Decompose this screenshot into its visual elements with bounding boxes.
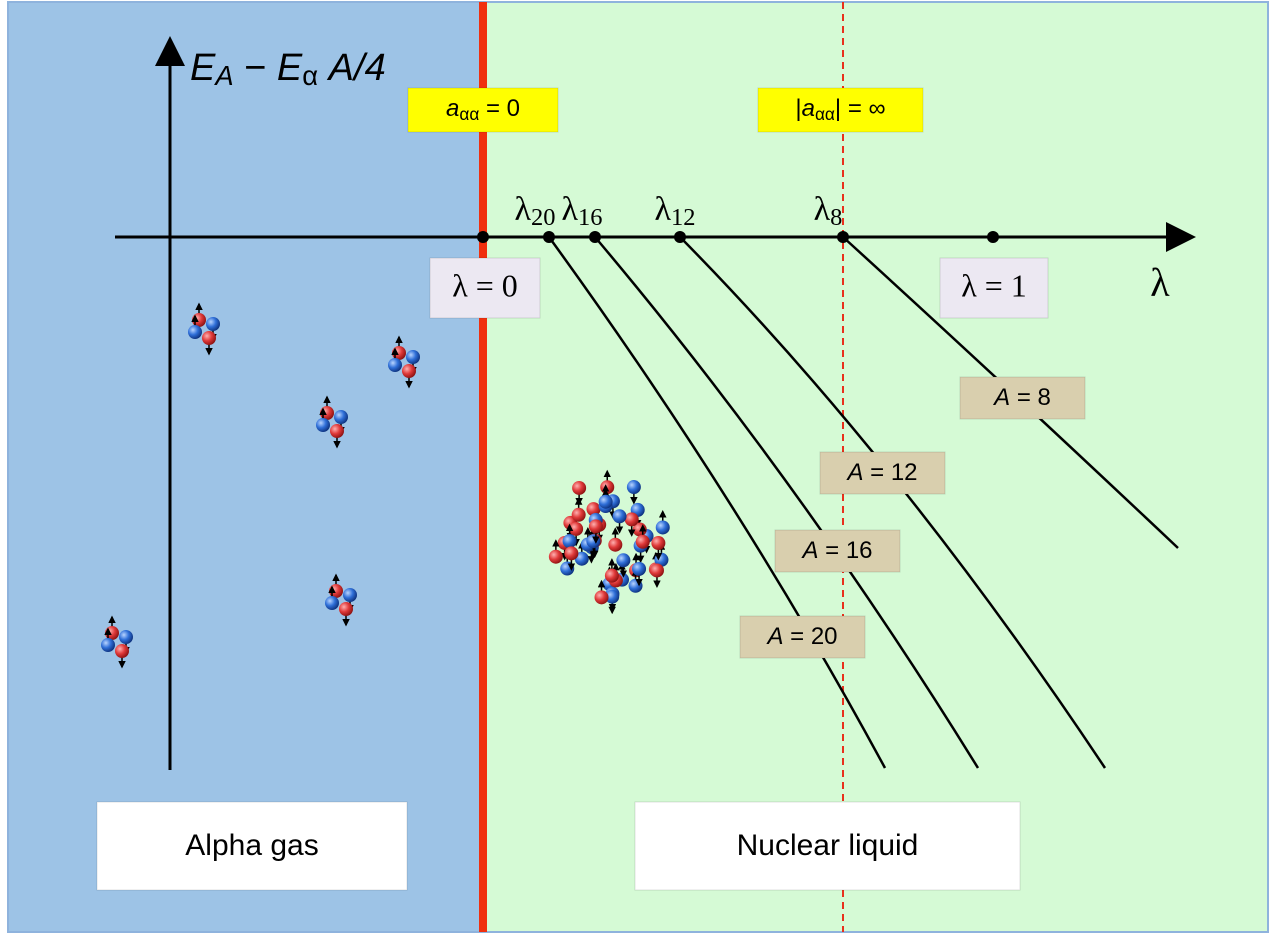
dot [477, 231, 489, 243]
nucleon [388, 358, 402, 372]
text-segment: α [302, 60, 318, 91]
nucleon [586, 534, 600, 548]
text-segment: a [802, 95, 815, 122]
nucleon [320, 406, 334, 420]
curve-label: A = 8 [992, 384, 1051, 411]
nucleon [629, 579, 643, 593]
dot [589, 231, 601, 243]
text-segment: λ [562, 191, 579, 228]
nucleon [343, 588, 357, 602]
text-segment: A [213, 60, 233, 91]
marker-label: aαα = 0 [446, 95, 520, 123]
nucleon [589, 519, 603, 533]
nucleon [192, 313, 206, 327]
nucleon [605, 569, 619, 583]
nucleon [616, 553, 630, 567]
nucleon [572, 508, 586, 522]
text-segment: 20 [531, 204, 555, 231]
text-segment: E [190, 47, 216, 89]
text-segment: = 0 [479, 95, 520, 122]
nucleon [613, 509, 627, 523]
text-segment: − [234, 47, 277, 89]
curve-label: A = 16 [800, 537, 872, 564]
nucleon [632, 562, 646, 576]
curve-label: A = 20 [765, 623, 837, 650]
lambda-label: λ = 0 [452, 267, 518, 303]
nucleon [339, 602, 353, 616]
x-axis-label: λ [1150, 260, 1170, 305]
text-segment: A/4 [318, 47, 386, 89]
page: { "y_axis_label": {"segments": [{"text":… [0, 0, 1270, 934]
dot [987, 231, 999, 243]
text-segment: A [800, 537, 818, 564]
nucleon [105, 626, 119, 640]
dot [543, 231, 555, 243]
text-segment: αα [459, 104, 479, 124]
nucleon [549, 550, 563, 564]
nucleon [402, 364, 416, 378]
text-segment: = 8 [1010, 384, 1051, 411]
text-segment: 16 [578, 204, 602, 231]
text-segment: = 12 [863, 459, 917, 486]
nucleon [595, 590, 609, 604]
nucleon [600, 480, 614, 494]
text-segment: A [845, 459, 863, 486]
nucleon [636, 535, 650, 549]
dot [837, 231, 849, 243]
nucleon [569, 522, 583, 536]
text-segment: A [765, 623, 783, 650]
nucleon [625, 512, 639, 526]
nucleon [564, 546, 578, 560]
text-segment: | = ∞ [835, 95, 886, 122]
nucleon [206, 317, 220, 331]
nucleon [115, 644, 129, 658]
nucleon [599, 495, 613, 509]
nucleon [334, 410, 348, 424]
nucleon [101, 638, 115, 652]
nucleon [330, 424, 344, 438]
diagram: EA − Eα A/4λaαα = 0|aαα| = ∞λ20λ16λ12λ8λ… [0, 0, 1270, 934]
lambda-label: λ = 1 [961, 267, 1027, 303]
text-segment: a [446, 95, 459, 122]
nucleon [392, 346, 406, 360]
nucleon [202, 331, 216, 345]
text-segment: = 20 [783, 623, 837, 650]
nucleon [650, 563, 664, 577]
nucleon [608, 538, 622, 552]
nucleon [188, 325, 202, 339]
text-segment: λ [655, 191, 672, 228]
alpha-gas-region [8, 2, 483, 932]
curve-label: A = 12 [845, 459, 917, 486]
text-segment: λ [515, 191, 532, 228]
text-segment: A [992, 384, 1010, 411]
text-segment: = 16 [818, 537, 872, 564]
text-segment: λ [814, 191, 831, 228]
nucleon [119, 630, 133, 644]
nucleon [316, 418, 330, 432]
text-segment: αα [815, 104, 835, 124]
text-segment: 8 [830, 204, 842, 231]
region-label: Alpha gas [185, 829, 318, 862]
nucleon [651, 536, 665, 550]
region-label: Nuclear liquid [737, 829, 919, 862]
nucleon [563, 534, 577, 548]
text-segment: E [277, 47, 303, 89]
nucleon [572, 481, 586, 495]
text-segment: 12 [671, 204, 695, 231]
nucleon [627, 480, 641, 494]
nucleon [656, 520, 670, 534]
marker-label: |aαα| = ∞ [795, 95, 885, 123]
nucleon [329, 584, 343, 598]
nucleon [406, 350, 420, 364]
dot [674, 231, 686, 243]
nucleon [325, 596, 339, 610]
